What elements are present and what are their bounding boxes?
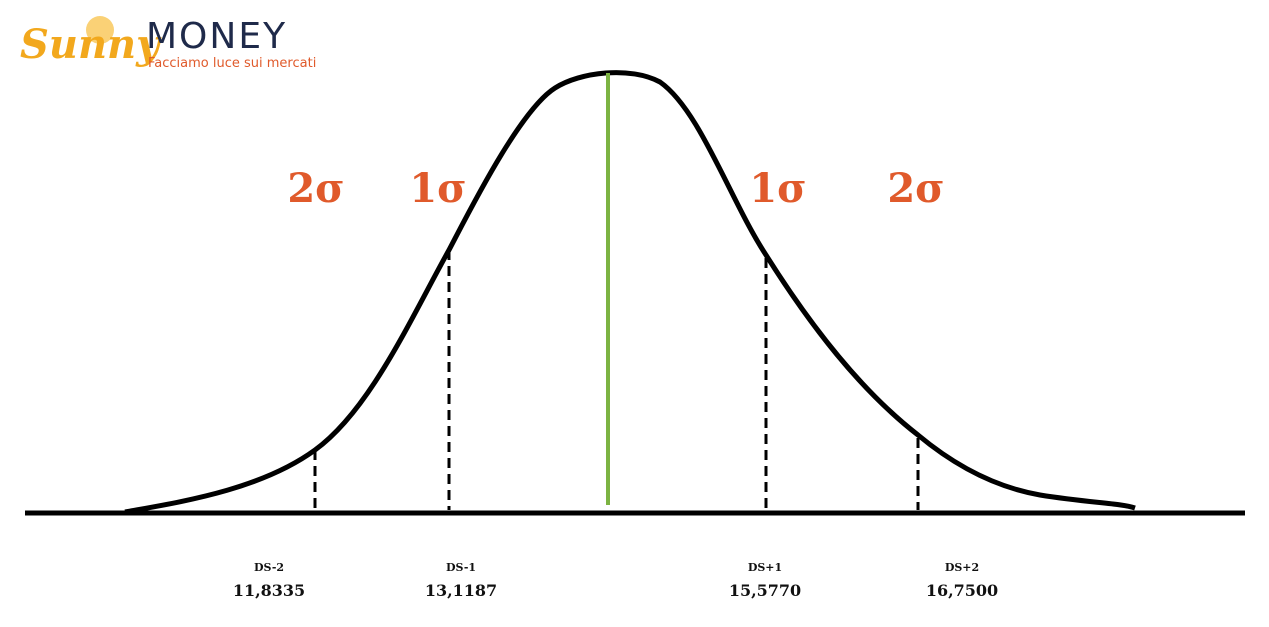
logo-name: MONEY <box>146 16 287 57</box>
logo-sun <box>86 16 114 44</box>
logo-tagline: Facciamo luce sui mercati <box>148 56 316 71</box>
marker-value: 15,5770 <box>729 581 801 600</box>
logo: Sunny MONEY Facciamo luce sui mercati <box>20 16 316 71</box>
bell-curve <box>124 70 1136 515</box>
sigma-label: 1σ <box>749 165 806 212</box>
sigma-label: 2σ <box>887 165 944 212</box>
marker-label: DS-2 <box>254 561 284 574</box>
marker-label: DS+2 <box>945 561 979 574</box>
annotations: 2σ 1σ 1σ 2σ DS-2 11,8335 DS-1 13,1187 DS+1 15,577… <box>233 165 998 600</box>
marker-value: 16,7500 <box>926 581 998 600</box>
marker-label: DS-1 <box>446 561 476 574</box>
marker-value: 11,8335 <box>233 581 305 600</box>
marker-label: DS+1 <box>748 561 782 574</box>
logo-brand: Sunny <box>20 21 162 68</box>
sigma-label: 2σ <box>287 165 344 212</box>
marker-value: 13,1187 <box>425 581 497 600</box>
sigma-label: 1σ <box>409 165 466 212</box>
